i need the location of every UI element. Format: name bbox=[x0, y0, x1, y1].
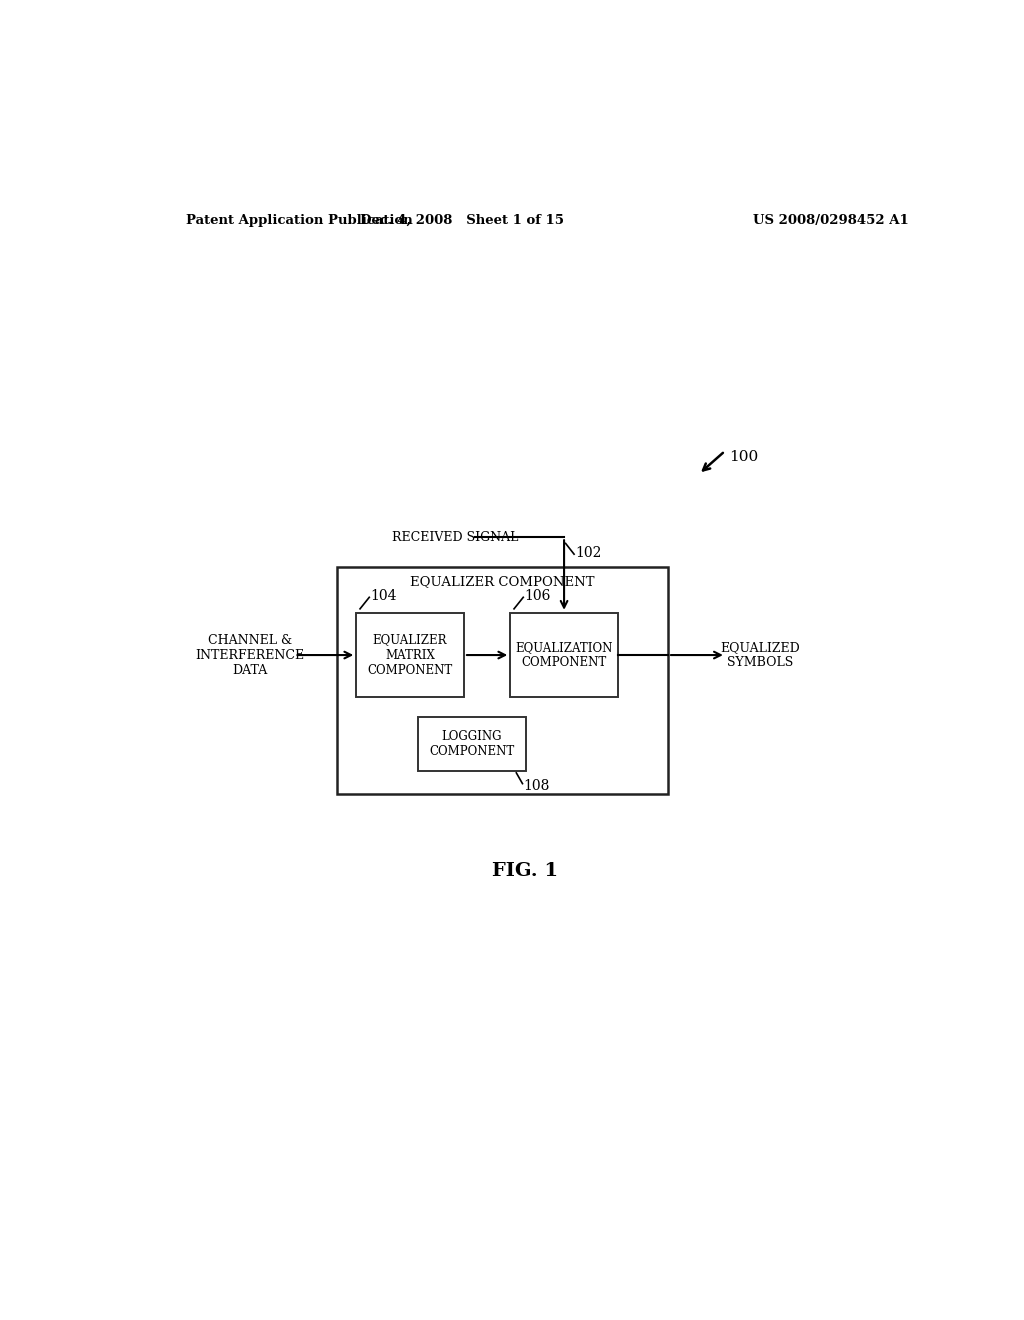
Text: EQUALIZATION
COMPONENT: EQUALIZATION COMPONENT bbox=[515, 642, 612, 669]
Bar bbox=[356, 612, 464, 697]
Text: 108: 108 bbox=[523, 779, 550, 793]
Text: EQUALIZER
MATRIX
COMPONENT: EQUALIZER MATRIX COMPONENT bbox=[368, 634, 453, 677]
Text: EQUALIZER COMPONENT: EQUALIZER COMPONENT bbox=[411, 576, 595, 589]
Text: US 2008/0298452 A1: US 2008/0298452 A1 bbox=[754, 214, 909, 227]
Text: RECEIVED SIGNAL: RECEIVED SIGNAL bbox=[392, 531, 519, 544]
Bar bbox=[337, 566, 668, 793]
Text: 106: 106 bbox=[524, 589, 551, 603]
Text: Patent Application Publication: Patent Application Publication bbox=[186, 214, 413, 227]
Text: EQUALIZED
SYMBOLS: EQUALIZED SYMBOLS bbox=[721, 642, 801, 669]
Text: FIG. 1: FIG. 1 bbox=[492, 862, 558, 879]
Text: 102: 102 bbox=[574, 545, 601, 560]
Text: 100: 100 bbox=[730, 450, 759, 465]
Text: LOGGING
COMPONENT: LOGGING COMPONENT bbox=[429, 730, 514, 758]
Bar bbox=[510, 612, 617, 697]
Text: CHANNEL &
INTERFERENCE
DATA: CHANNEL & INTERFERENCE DATA bbox=[196, 634, 304, 677]
Text: 104: 104 bbox=[370, 589, 396, 603]
Text: Dec. 4, 2008   Sheet 1 of 15: Dec. 4, 2008 Sheet 1 of 15 bbox=[359, 214, 563, 227]
Bar bbox=[418, 717, 525, 771]
